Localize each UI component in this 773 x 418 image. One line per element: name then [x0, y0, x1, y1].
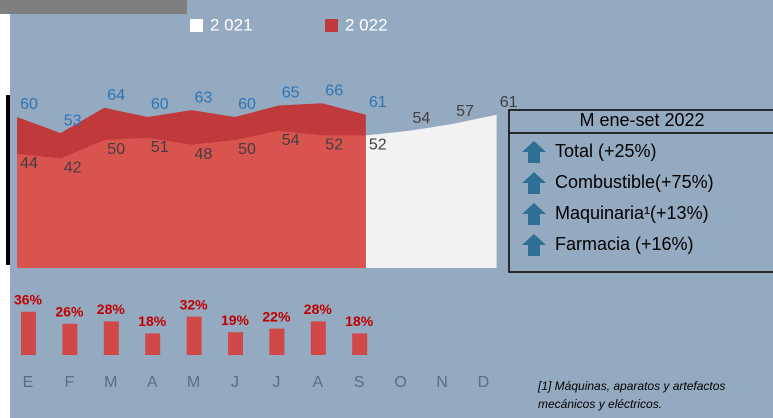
- growth-label: 32%: [180, 296, 209, 312]
- x-tick-label: N: [436, 374, 448, 391]
- label-2021: 50: [107, 141, 125, 158]
- growth-label: 26%: [55, 304, 84, 320]
- x-tick-label: S: [354, 374, 365, 391]
- label-2021: 61: [500, 94, 518, 111]
- growth-label: 18%: [138, 313, 167, 329]
- label-2021: 50: [238, 141, 256, 158]
- areas: [17, 103, 497, 268]
- legend-swatch: [325, 19, 338, 32]
- growth-bar: [62, 323, 78, 355]
- label-2022: 60: [238, 96, 256, 113]
- x-tick-label: O: [394, 374, 406, 391]
- left-strip: [0, 14, 10, 418]
- growth-label: 36%: [14, 292, 43, 308]
- growth-bar: [228, 332, 243, 355]
- x-tick-label: E: [23, 374, 34, 391]
- label-2022: 60: [20, 96, 38, 113]
- growth-bar: [103, 321, 119, 355]
- growth-label: 19%: [221, 312, 250, 328]
- area-2021-overlap: [17, 130, 366, 268]
- x-tick-label: M: [104, 374, 117, 391]
- x-tick-label: A: [147, 374, 158, 391]
- label-2021: 52: [325, 137, 343, 154]
- info-box-title: M ene-set 2022: [579, 110, 704, 130]
- legend-label: 2 022: [345, 15, 388, 34]
- growth-bar: [310, 321, 326, 355]
- label-2022: 66: [325, 82, 343, 99]
- legend-label: 2 021: [210, 15, 253, 34]
- footnote: [1] Máquinas, aparatos y artefactos: [537, 379, 725, 393]
- label-2022: 63: [195, 89, 213, 106]
- footnote: mecánicos y eléctricos.: [538, 397, 662, 411]
- info-item: Total (+25%): [555, 141, 657, 161]
- up-arrow: [522, 234, 546, 256]
- label-2022: 64: [107, 87, 125, 104]
- legend-swatch: [190, 19, 203, 32]
- label-2021: 54: [282, 132, 300, 149]
- growth-bar: [352, 333, 368, 355]
- up-arrow: [522, 141, 546, 163]
- growth-label: 28%: [304, 301, 333, 317]
- label-2021: 44: [20, 155, 38, 172]
- info-item: Combustible(+75%): [555, 172, 714, 192]
- growth-bar: [21, 311, 36, 355]
- label-2022: 60: [151, 96, 169, 113]
- label-2022: 53: [64, 112, 82, 129]
- x-tick-label: A: [312, 374, 323, 391]
- up-arrow: [522, 203, 546, 225]
- label-2021: 54: [413, 110, 431, 127]
- label-2021: 52: [369, 137, 387, 154]
- growth-bar: [145, 333, 161, 355]
- label-2022: 65: [282, 85, 300, 102]
- x-tick-label: F: [65, 374, 75, 391]
- label-2021: 42: [64, 160, 82, 177]
- top-bar: [0, 0, 187, 14]
- info-item: Maquinaria¹(+13%): [555, 203, 709, 223]
- left-line: [6, 95, 10, 265]
- up-arrow: [522, 172, 546, 194]
- x-tick-label: D: [478, 374, 490, 391]
- growth-label: 18%: [345, 313, 374, 329]
- x-tick-label: J: [231, 374, 239, 391]
- growth-bar: [269, 328, 285, 355]
- growth-label: 28%: [97, 301, 126, 317]
- label-2022: 61: [369, 94, 387, 111]
- info-box: [508, 109, 773, 273]
- growth-bar: [186, 316, 202, 355]
- info-item: Farmacia (+16%): [555, 234, 694, 254]
- growth-label: 22%: [262, 308, 291, 324]
- label-2021: 57: [456, 103, 474, 120]
- label-2021: 51: [151, 139, 169, 156]
- x-tick-label: M: [187, 374, 200, 391]
- label-2021: 48: [195, 146, 213, 163]
- x-tick-label: J: [272, 374, 280, 391]
